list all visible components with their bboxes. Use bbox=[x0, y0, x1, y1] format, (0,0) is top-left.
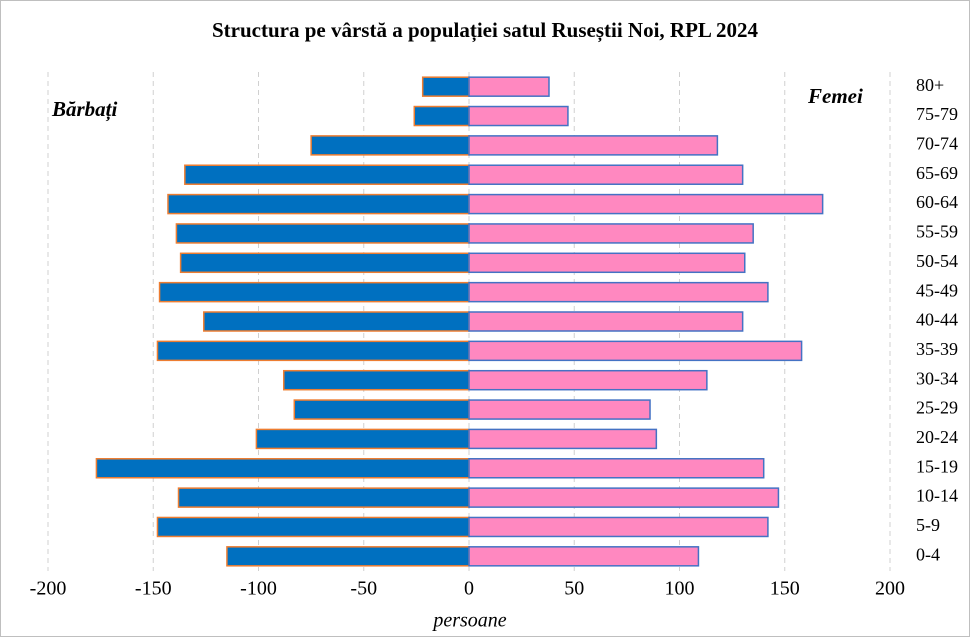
bar bbox=[468, 164, 744, 185]
category-label: 35-39 bbox=[916, 339, 958, 359]
bar bbox=[255, 428, 470, 450]
category-label: 60-64 bbox=[916, 192, 958, 212]
bar bbox=[179, 252, 470, 274]
bar bbox=[468, 105, 569, 127]
bar bbox=[175, 223, 470, 244]
bar bbox=[468, 487, 780, 508]
category-label: 25-29 bbox=[916, 398, 958, 418]
bar bbox=[468, 340, 803, 362]
bar bbox=[226, 546, 470, 567]
bar bbox=[283, 369, 470, 391]
bar bbox=[167, 193, 470, 215]
x-tick-label: -150 bbox=[135, 578, 172, 600]
category-label: 10-14 bbox=[916, 486, 958, 506]
bar bbox=[468, 428, 658, 450]
category-label: 70-74 bbox=[916, 134, 958, 154]
bar bbox=[158, 281, 470, 303]
legend-left: Bărbați bbox=[51, 97, 118, 122]
category-label: 55-59 bbox=[916, 222, 958, 242]
x-tick-label: 200 bbox=[875, 578, 905, 600]
category-label: 65-69 bbox=[916, 163, 958, 183]
category-label: 50-54 bbox=[916, 251, 958, 271]
x-tick-label: 100 bbox=[665, 578, 695, 600]
bar bbox=[468, 193, 824, 215]
x-tick-label: 50 bbox=[564, 578, 584, 600]
bar bbox=[468, 458, 765, 479]
x-tick-label: -200 bbox=[30, 578, 67, 600]
bar bbox=[468, 399, 651, 420]
bar bbox=[310, 135, 470, 156]
x-tick-label: 150 bbox=[770, 578, 800, 600]
x-tick-label: -50 bbox=[350, 578, 377, 600]
bar bbox=[468, 223, 754, 244]
category-label: 20-24 bbox=[916, 427, 958, 447]
bar bbox=[184, 164, 470, 185]
x-tick-label: 0 bbox=[464, 578, 474, 600]
x-axis-label: persoane bbox=[431, 610, 506, 632]
category-label: 15-19 bbox=[916, 456, 958, 476]
bar bbox=[421, 76, 470, 97]
category-label: 0-4 bbox=[916, 544, 940, 564]
category-label: 80+ bbox=[916, 75, 944, 95]
category-label: 75-79 bbox=[916, 104, 958, 124]
bar bbox=[156, 340, 470, 362]
bar bbox=[468, 311, 744, 332]
category-label: 5-9 bbox=[916, 515, 940, 535]
legend-right: Femei bbox=[807, 84, 863, 108]
bar bbox=[468, 516, 769, 538]
bar bbox=[293, 399, 470, 420]
category-label: 40-44 bbox=[916, 310, 958, 330]
chart-title: Structura pe vârstă a populației satul R… bbox=[212, 18, 759, 43]
bar bbox=[468, 76, 550, 97]
bar bbox=[203, 311, 470, 332]
bar bbox=[468, 369, 708, 391]
category-label: 30-34 bbox=[916, 368, 958, 388]
bar bbox=[468, 281, 769, 303]
bar bbox=[413, 105, 470, 127]
category-label: 45-49 bbox=[916, 280, 958, 300]
x-tick-label: -100 bbox=[240, 578, 277, 600]
bar bbox=[177, 487, 470, 508]
bar bbox=[156, 516, 470, 538]
bar bbox=[468, 135, 719, 156]
bar bbox=[95, 458, 470, 479]
bar bbox=[468, 546, 700, 567]
bar bbox=[468, 252, 746, 274]
